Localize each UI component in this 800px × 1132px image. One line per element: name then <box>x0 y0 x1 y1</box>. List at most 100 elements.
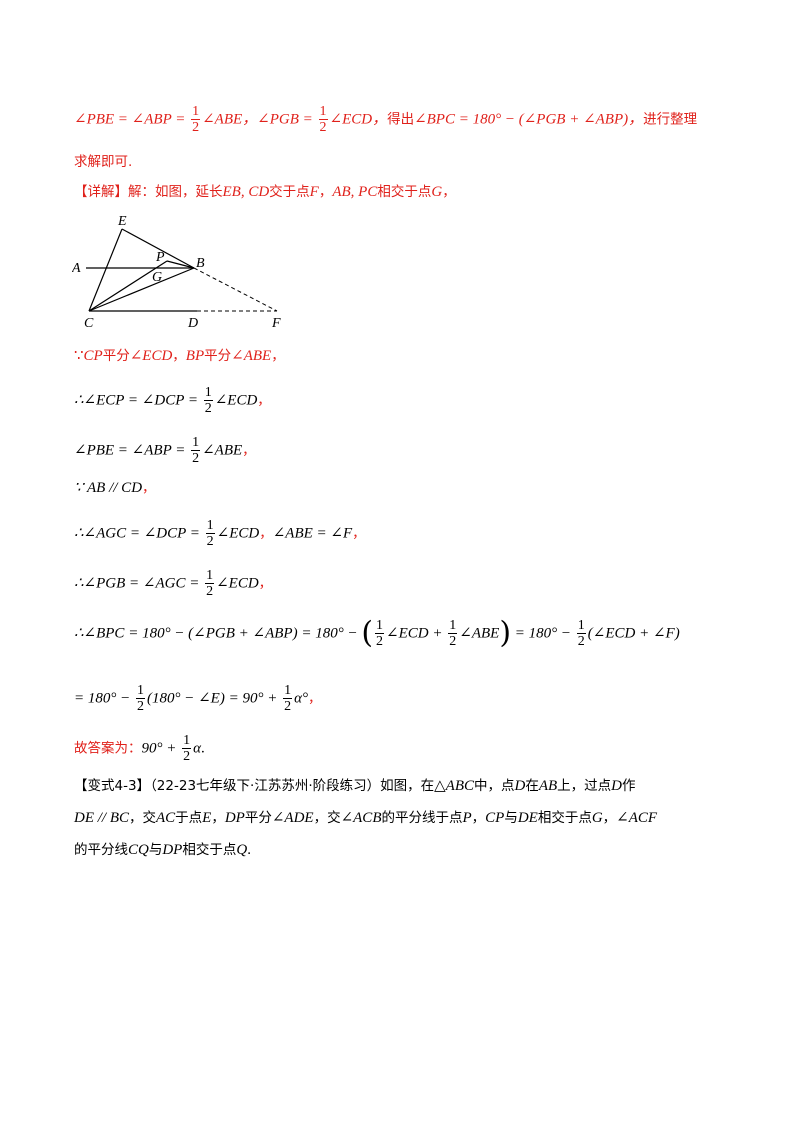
step-6-ecd: ∠ECD <box>216 575 259 592</box>
answer-label: 故答案为： <box>74 740 142 757</box>
variant-cp: CP <box>485 810 505 826</box>
variant-text-3: 上，过点 <box>557 778 612 794</box>
variant-dp-2: DP <box>162 842 183 858</box>
label-a: A <box>72 261 81 276</box>
detail-text: 解：如图，延长 <box>128 184 223 200</box>
step-8: = 180° − 1 2 (180° − ∠E) = 90° + 1 2 α°， <box>74 683 321 714</box>
variant-text-4: 作 <box>622 778 636 794</box>
variant-dp: DP <box>224 810 245 826</box>
step-5-comma: ， <box>259 525 273 542</box>
segment-pb <box>166 260 195 269</box>
variant-line-1: 【变式4-3】（22-23七年级下·江苏苏州·阶段练习）如图，在△ABC中，点D… <box>74 776 636 796</box>
hint-line-2: 求解即可. <box>74 152 132 172</box>
step-7-abe: ∠ABE <box>459 625 500 642</box>
label-f: F <box>271 316 281 331</box>
detail-text-2: 交于点 <box>269 184 310 200</box>
detail-text-3: ， <box>318 184 333 200</box>
step-4-end: ， <box>142 480 156 496</box>
variant-source: （22-23七年级下·江苏苏州·阶段练习）如图，在 <box>150 778 435 794</box>
step-8-alpha: α° <box>294 690 308 707</box>
variant-l3a: 的平分线 <box>74 842 128 858</box>
variant-d-2: D <box>611 778 623 794</box>
label-g: G <box>152 270 162 285</box>
step-3-end: ， <box>242 442 256 459</box>
variant-l2d: 于点 <box>175 810 203 826</box>
step-8-end: ， <box>307 690 322 707</box>
answer-line: 故答案为：90° + 1 2 α. <box>74 733 205 764</box>
step-6-end: ， <box>258 575 273 592</box>
step-5: ∴∠AGC = ∠DCP = 1 2 ∠ECD，∠ABE = ∠F， <box>74 518 366 549</box>
label-d: D <box>187 316 198 331</box>
variant-l3c: 与 <box>148 842 163 858</box>
segment-eb <box>121 228 195 269</box>
variant-l2j: ，交 <box>313 810 341 826</box>
step-7: ∴∠BPC = 180° − (∠PGB + ∠ABP) = 180° − (1… <box>74 618 680 649</box>
step-1-ecd: ∠ECD <box>129 348 173 364</box>
variant-line-3: 的平分线CQ与DP相交于点Q. <box>74 840 251 860</box>
variant-de-bc: DE // BC <box>74 810 129 826</box>
variant-label: 【变式4-3】 <box>74 778 151 794</box>
step-4: ∵ AB // CD， <box>74 478 156 498</box>
detail-math-g: G <box>431 184 443 200</box>
answer-alpha: α <box>193 740 201 757</box>
geometry-figure: E A P B G C D F <box>72 215 281 331</box>
label-p: P <box>155 250 165 265</box>
hint-line-1: ∠PBE = ∠ABP = 1 2 ∠ABE，∠PGB = 1 2 ∠ECD，得出∠BP… <box>74 104 697 135</box>
step-7-ecd: ∠ECD + <box>386 625 447 642</box>
variant-acf: ∠ACF <box>616 810 658 826</box>
step-8-mid: (180° − ∠E) = 90° + <box>147 690 282 707</box>
step-2-eq: ∴∠ECP = ∠DCP = <box>74 392 202 409</box>
step-1-abe: ∠ABE <box>231 348 272 364</box>
detail-text-5: ， <box>442 184 456 200</box>
variant-q: Q <box>236 842 248 858</box>
big-paren-open: ( <box>361 615 374 651</box>
detail-math-ab-pc: AB, PC <box>332 184 378 200</box>
hint-bpc-eq: ∠BPC = 180° − (∠PGB + ∠ABP)， <box>414 111 644 128</box>
variant-l2n: ， <box>471 810 486 826</box>
variant-p: P <box>462 810 472 826</box>
step-1-comma-2: ， <box>271 348 285 364</box>
step-4-parallel: ∵ AB // CD <box>74 480 143 496</box>
variant-d: D <box>514 778 526 794</box>
step-6: ∴∠PGB = ∠AGC = 1 2 ∠ECD， <box>74 568 272 599</box>
step-1-cp: CP <box>83 348 103 364</box>
variant-l3e: 相交于点 <box>182 842 237 858</box>
big-paren-close: ) <box>499 615 512 651</box>
variant-cq: CQ <box>128 842 149 858</box>
step-5-eq: ∴∠AGC = ∠DCP = <box>74 525 204 542</box>
step-7-sum: (∠ECD + ∠F) <box>587 625 680 642</box>
answer-value: 90° + <box>141 740 181 757</box>
step-5-ecd: ∠ECD <box>216 525 260 542</box>
hint-angle-abe: ∠ABE，∠PGB = <box>202 111 317 128</box>
variant-ade: ∠ADE <box>271 810 314 826</box>
step-8-eq: = 180° − <box>74 690 134 707</box>
segment-cp <box>88 260 168 312</box>
variant-l2b: ，交 <box>129 810 156 826</box>
variant-triangle: △ABC <box>434 778 474 794</box>
step-5-abe-f: ∠ABE = ∠F <box>272 525 353 542</box>
step-2-ecd: ∠ECD <box>214 392 258 409</box>
detail-math-f: F <box>309 184 319 200</box>
variant-line-2: DE // BC，交AC于点E，DP平分∠ADE，交∠ACB的平分线于点P，CP… <box>74 808 657 828</box>
hint-solve-text: 求解即可. <box>74 154 133 170</box>
variant-l2f: ， <box>211 810 225 826</box>
hint-text-get: 得出 <box>387 111 415 128</box>
step-6-eq: ∴∠PGB = ∠AGC = <box>74 575 204 592</box>
step-3-abe: ∠ABE <box>202 442 243 459</box>
variant-e: E <box>202 810 212 826</box>
variant-ac: AC <box>156 810 176 826</box>
label-e: E <box>117 215 127 229</box>
step-3: ∠PBE = ∠ABP = 1 2 ∠ABE， <box>74 435 256 466</box>
segment-ec <box>88 228 123 312</box>
step-1-bp: BP <box>185 348 205 364</box>
